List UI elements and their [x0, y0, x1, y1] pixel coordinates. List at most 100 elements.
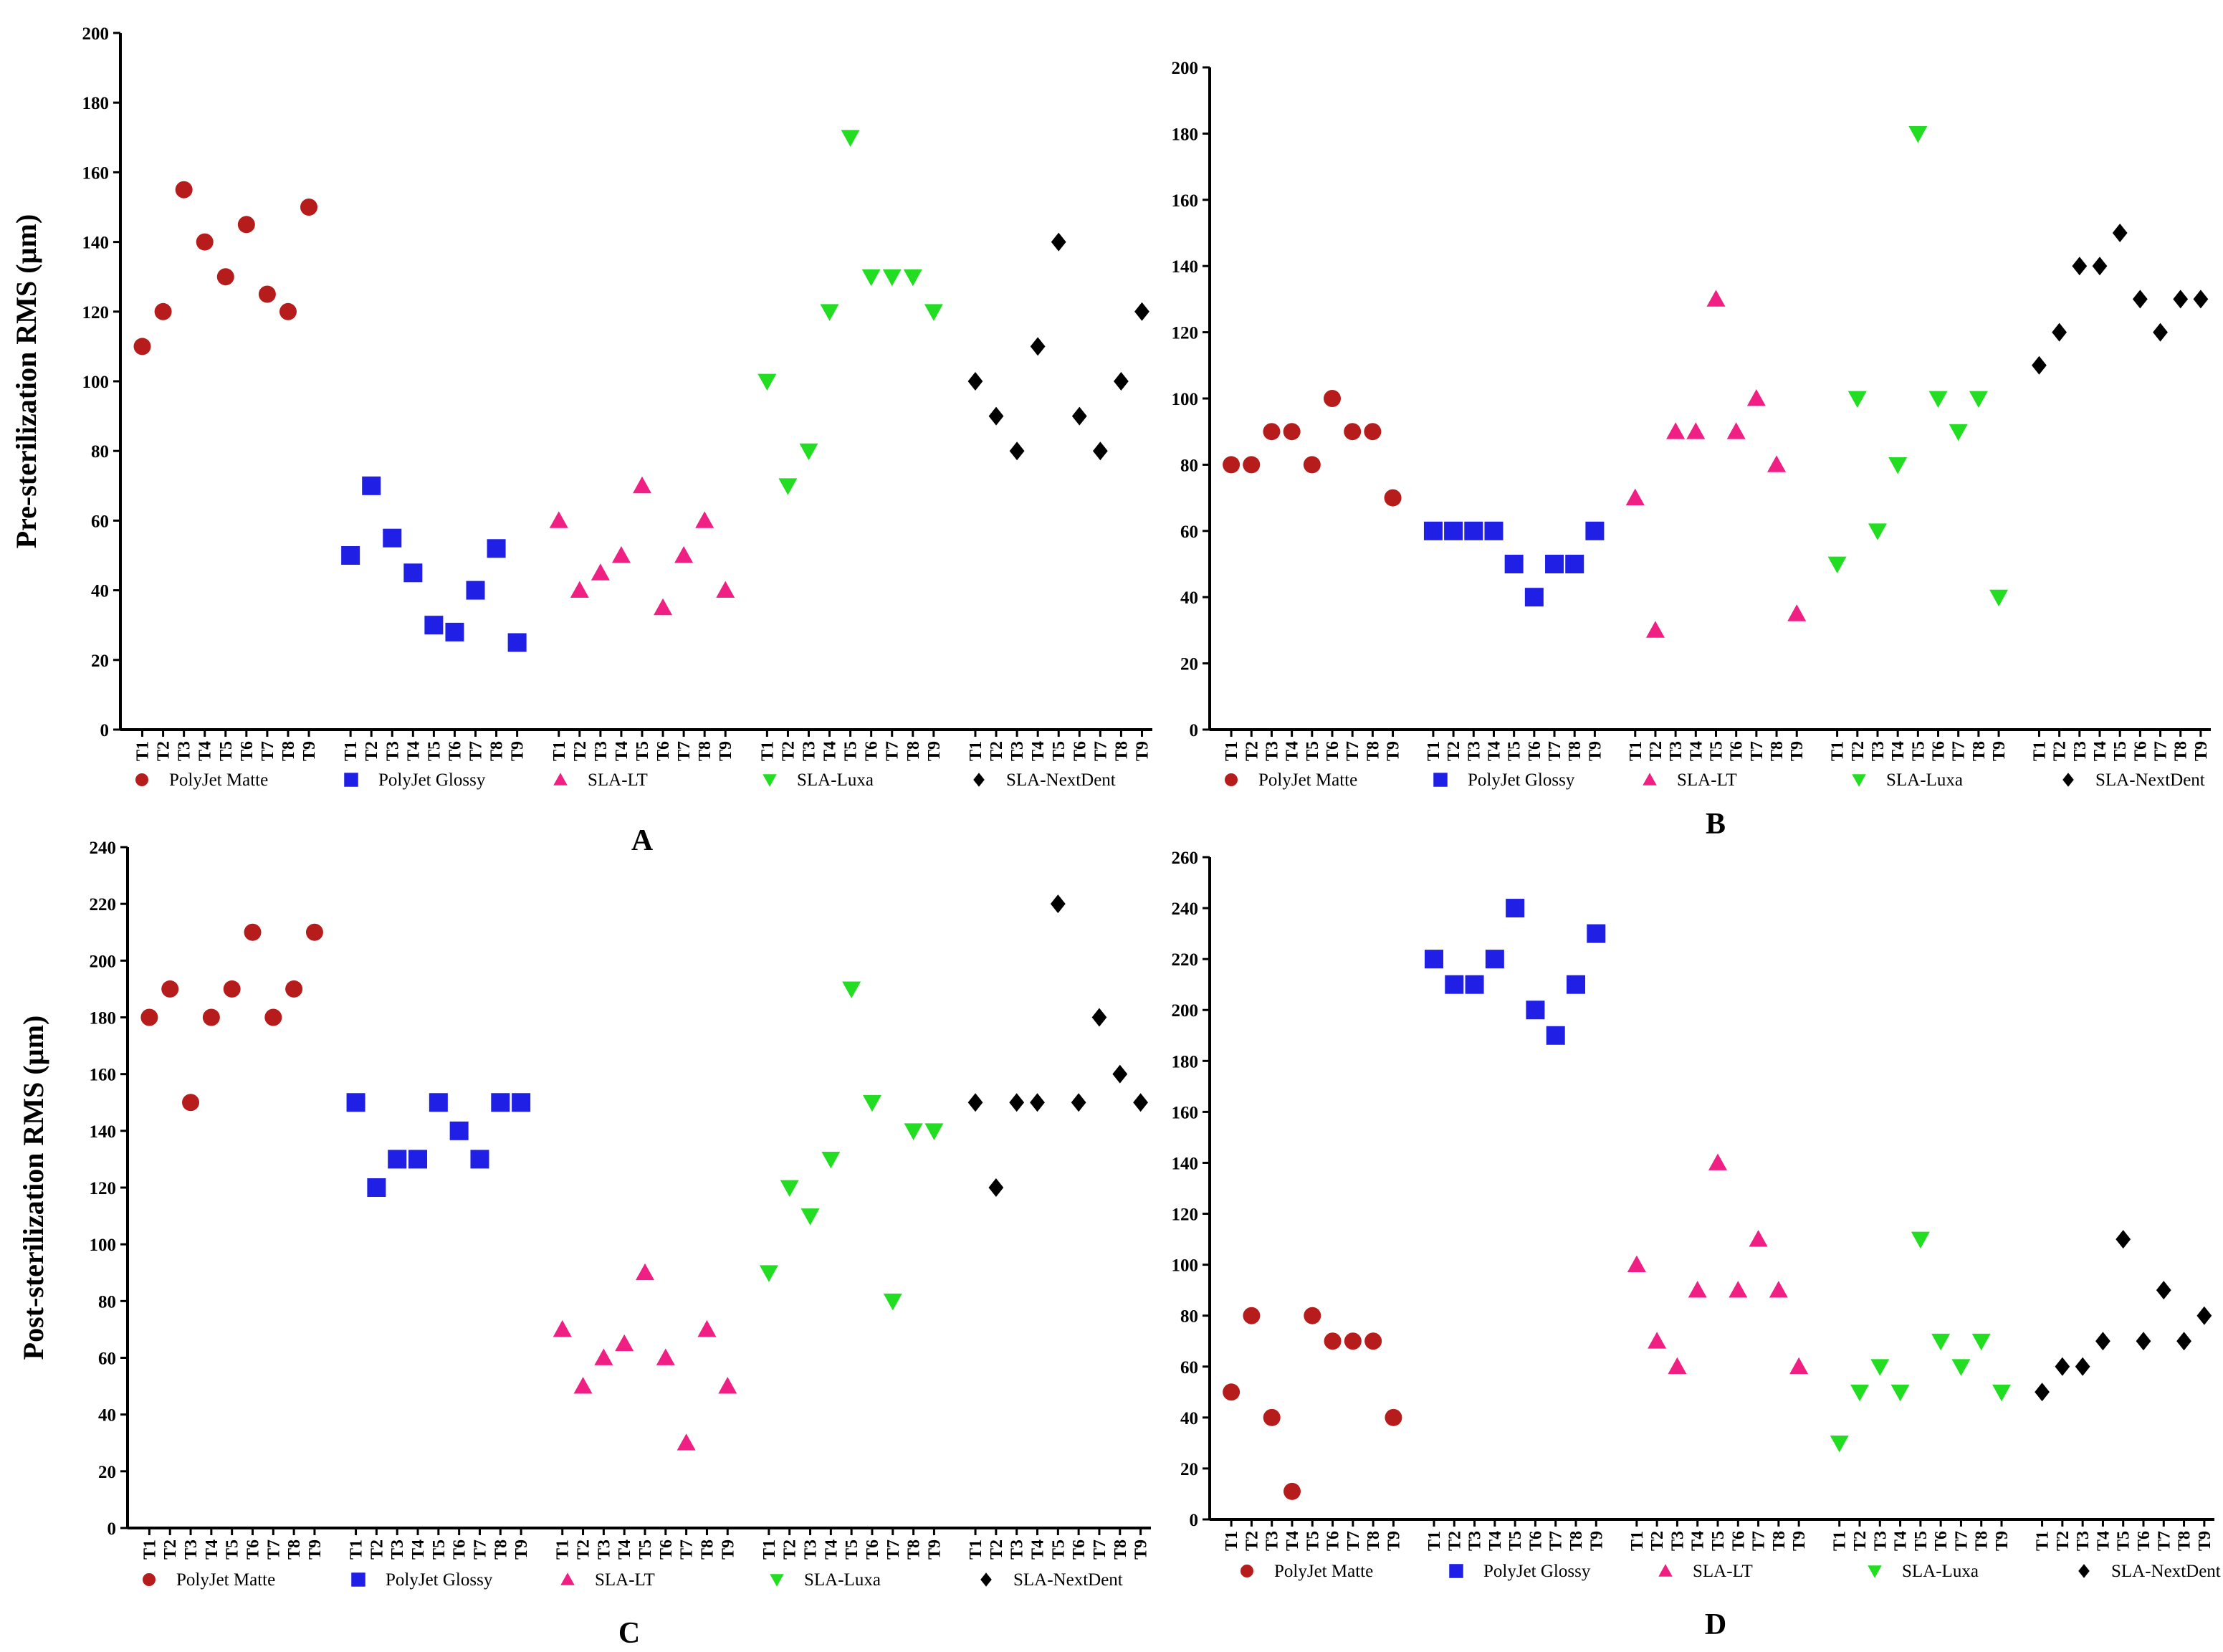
data-point-sla-nextdent-t2	[2052, 323, 2067, 342]
data-point-polyjet-glossy-t6	[1524, 588, 1544, 607]
data-point-sla-luxa-t3	[1870, 1359, 1890, 1376]
y-tick-label-c: 240	[90, 839, 117, 858]
legend-label-sla-nextdent: SLA-NextDent	[2111, 1562, 2221, 1581]
x-tick-label-c: T3	[595, 1539, 613, 1560]
data-point-polyjet-glossy-t7	[466, 581, 485, 600]
data-point-polyjet-matte-t7	[264, 1008, 282, 1026]
data-point-sla-nextdent-t4	[1030, 1093, 1045, 1112]
data-point-sla-lt-t7	[677, 1433, 696, 1451]
x-tick-label-a: T1	[967, 741, 985, 761]
data-point-sla-luxa-t1	[1827, 556, 1847, 573]
x-tick-label-a: T3	[592, 741, 611, 761]
legend-marker-sla-nextdent	[2078, 1564, 2090, 1578]
legend-marker-polyjet-glossy	[344, 773, 358, 787]
x-tick-label-a: T4	[196, 741, 215, 761]
y-tick-label-c: 200	[90, 952, 117, 971]
data-point-sla-luxa-t6	[862, 1094, 881, 1112]
y-tick-label-d: 60	[1180, 1358, 1198, 1378]
legend-marker-sla-lt	[553, 773, 568, 786]
x-tick-label-b: T8	[1970, 741, 1989, 761]
x-tick-label-c: T3	[182, 1539, 201, 1560]
data-point-sla-lt-t6	[1726, 422, 1746, 439]
y-tick-label-b: 180	[1172, 125, 1199, 144]
y-tick-label-d: 120	[1172, 1205, 1199, 1225]
data-point-polyjet-glossy-t2	[367, 1178, 386, 1197]
x-tick-label-c: T6	[1070, 1539, 1089, 1560]
legend-label-polyjet-matte: PolyJet Matte	[1274, 1562, 1373, 1581]
series-polyjet-glossy-c	[346, 1093, 531, 1197]
data-point-polyjet-matte-t1	[1223, 456, 1240, 474]
data-point-sla-nextdent-t3	[2072, 257, 2088, 276]
data-point-sla-nextdent-t7	[2153, 323, 2168, 342]
data-point-polyjet-glossy-t6	[445, 622, 464, 641]
data-point-sla-lt-t2	[570, 581, 589, 598]
legend-item-polyjet-glossy: PolyJet Glossy	[1449, 1562, 1591, 1581]
data-point-polyjet-matte-t2	[1243, 456, 1261, 474]
legend-label-polyjet-matte: PolyJet Matte	[176, 1570, 275, 1590]
data-point-sla-lt-t7	[1749, 1230, 1768, 1247]
y-tick-label-c: 40	[98, 1406, 116, 1426]
x-tick-label-d: T6	[1729, 1531, 1748, 1551]
legend-label-polyjet-glossy: PolyJet Glossy	[1468, 770, 1575, 790]
data-point-polyjet-matte-t6	[1324, 390, 1342, 407]
x-tick-label-a: T4	[613, 741, 631, 761]
data-point-sla-luxa-t6	[861, 269, 881, 287]
data-point-polyjet-matte-t5	[1303, 456, 1321, 474]
x-tick-label-b: T1	[2030, 741, 2049, 761]
data-point-sla-lt-t5	[633, 476, 651, 494]
x-tick-label-b: T4	[1485, 741, 1503, 761]
series-polyjet-matte-d	[1223, 1307, 1402, 1500]
x-tick-label-d: T4	[1689, 1531, 1708, 1551]
x-tick-label-b: T9	[1385, 741, 1403, 761]
data-point-polyjet-matte-t9	[300, 199, 318, 216]
data-point-sla-luxa-t1	[757, 373, 777, 391]
x-tick-label-d: T4	[2094, 1531, 2113, 1551]
data-point-polyjet-matte-t5	[1304, 1307, 1321, 1324]
x-tick-label-a: T3	[1008, 741, 1027, 761]
data-point-polyjet-glossy-t3	[1465, 975, 1484, 994]
x-tick-label-a: T5	[425, 741, 444, 761]
x-tick-label-c: T1	[140, 1539, 159, 1560]
data-point-sla-luxa-t5	[841, 130, 860, 147]
x-tick-label-d: T5	[1304, 1531, 1322, 1551]
data-point-polyjet-glossy-t3	[388, 1150, 407, 1169]
x-tick-label-a: T8	[488, 741, 507, 761]
data-point-polyjet-glossy-t5	[424, 616, 444, 635]
x-tick-label-d: T6	[1932, 1531, 1951, 1551]
x-tick-label-b: T1	[1829, 741, 1847, 761]
legend-item-sla-luxa: SLA-Luxa	[1868, 1562, 1979, 1581]
x-tick-label-c: T4	[1029, 1539, 1048, 1560]
legend-marker-polyjet-glossy	[351, 1572, 365, 1587]
chart-panel-c: 0 20 40 60 80 100 120 140 160 180 200 220 240 Post-st…	[17, 839, 1151, 1650]
x-tick-label-c: T4	[616, 1539, 634, 1560]
data-point-sla-lt-t4	[615, 1334, 634, 1352]
x-tick-label-a: T1	[342, 741, 360, 761]
data-point-sla-luxa-t5	[842, 981, 861, 998]
x-tick-label-c: T8	[285, 1539, 304, 1560]
x-tick-label-c: T5	[430, 1539, 449, 1560]
data-point-sla-lt-t3	[591, 563, 610, 581]
data-point-sla-lt-t3	[1668, 1357, 1687, 1375]
y-tick-label-b: 20	[1180, 655, 1198, 674]
x-tick-label-a: T8	[696, 741, 714, 761]
data-point-sla-luxa-t7	[883, 1293, 902, 1311]
legend-marker-polyjet-matte	[135, 773, 148, 786]
panel-label-d: D	[1705, 1608, 1726, 1641]
x-tick-label-b: T7	[1748, 741, 1767, 761]
y-tick-label-b: 40	[1180, 588, 1198, 608]
data-point-sla-lt-t7	[674, 546, 694, 563]
data-point-sla-nextdent-t1	[2032, 355, 2047, 375]
y-tick-label-c: 60	[98, 1350, 116, 1369]
data-point-sla-nextdent-t6	[1071, 406, 1087, 426]
x-tick-label-c: T6	[657, 1539, 676, 1560]
data-point-sla-nextdent-t8	[2176, 1332, 2191, 1351]
series-sla-nextdent-a	[967, 232, 1149, 461]
x-tick-label-b: T8	[1566, 741, 1584, 761]
data-point-sla-lt-t8	[695, 511, 714, 528]
series-sla-nextdent-c	[967, 894, 1148, 1197]
data-point-sla-lt-t3	[594, 1348, 613, 1365]
x-tick-label-a: T3	[383, 741, 402, 761]
x-tick-label-d: T3	[1871, 1531, 1890, 1551]
x-tick-label-a: T9	[925, 741, 944, 761]
